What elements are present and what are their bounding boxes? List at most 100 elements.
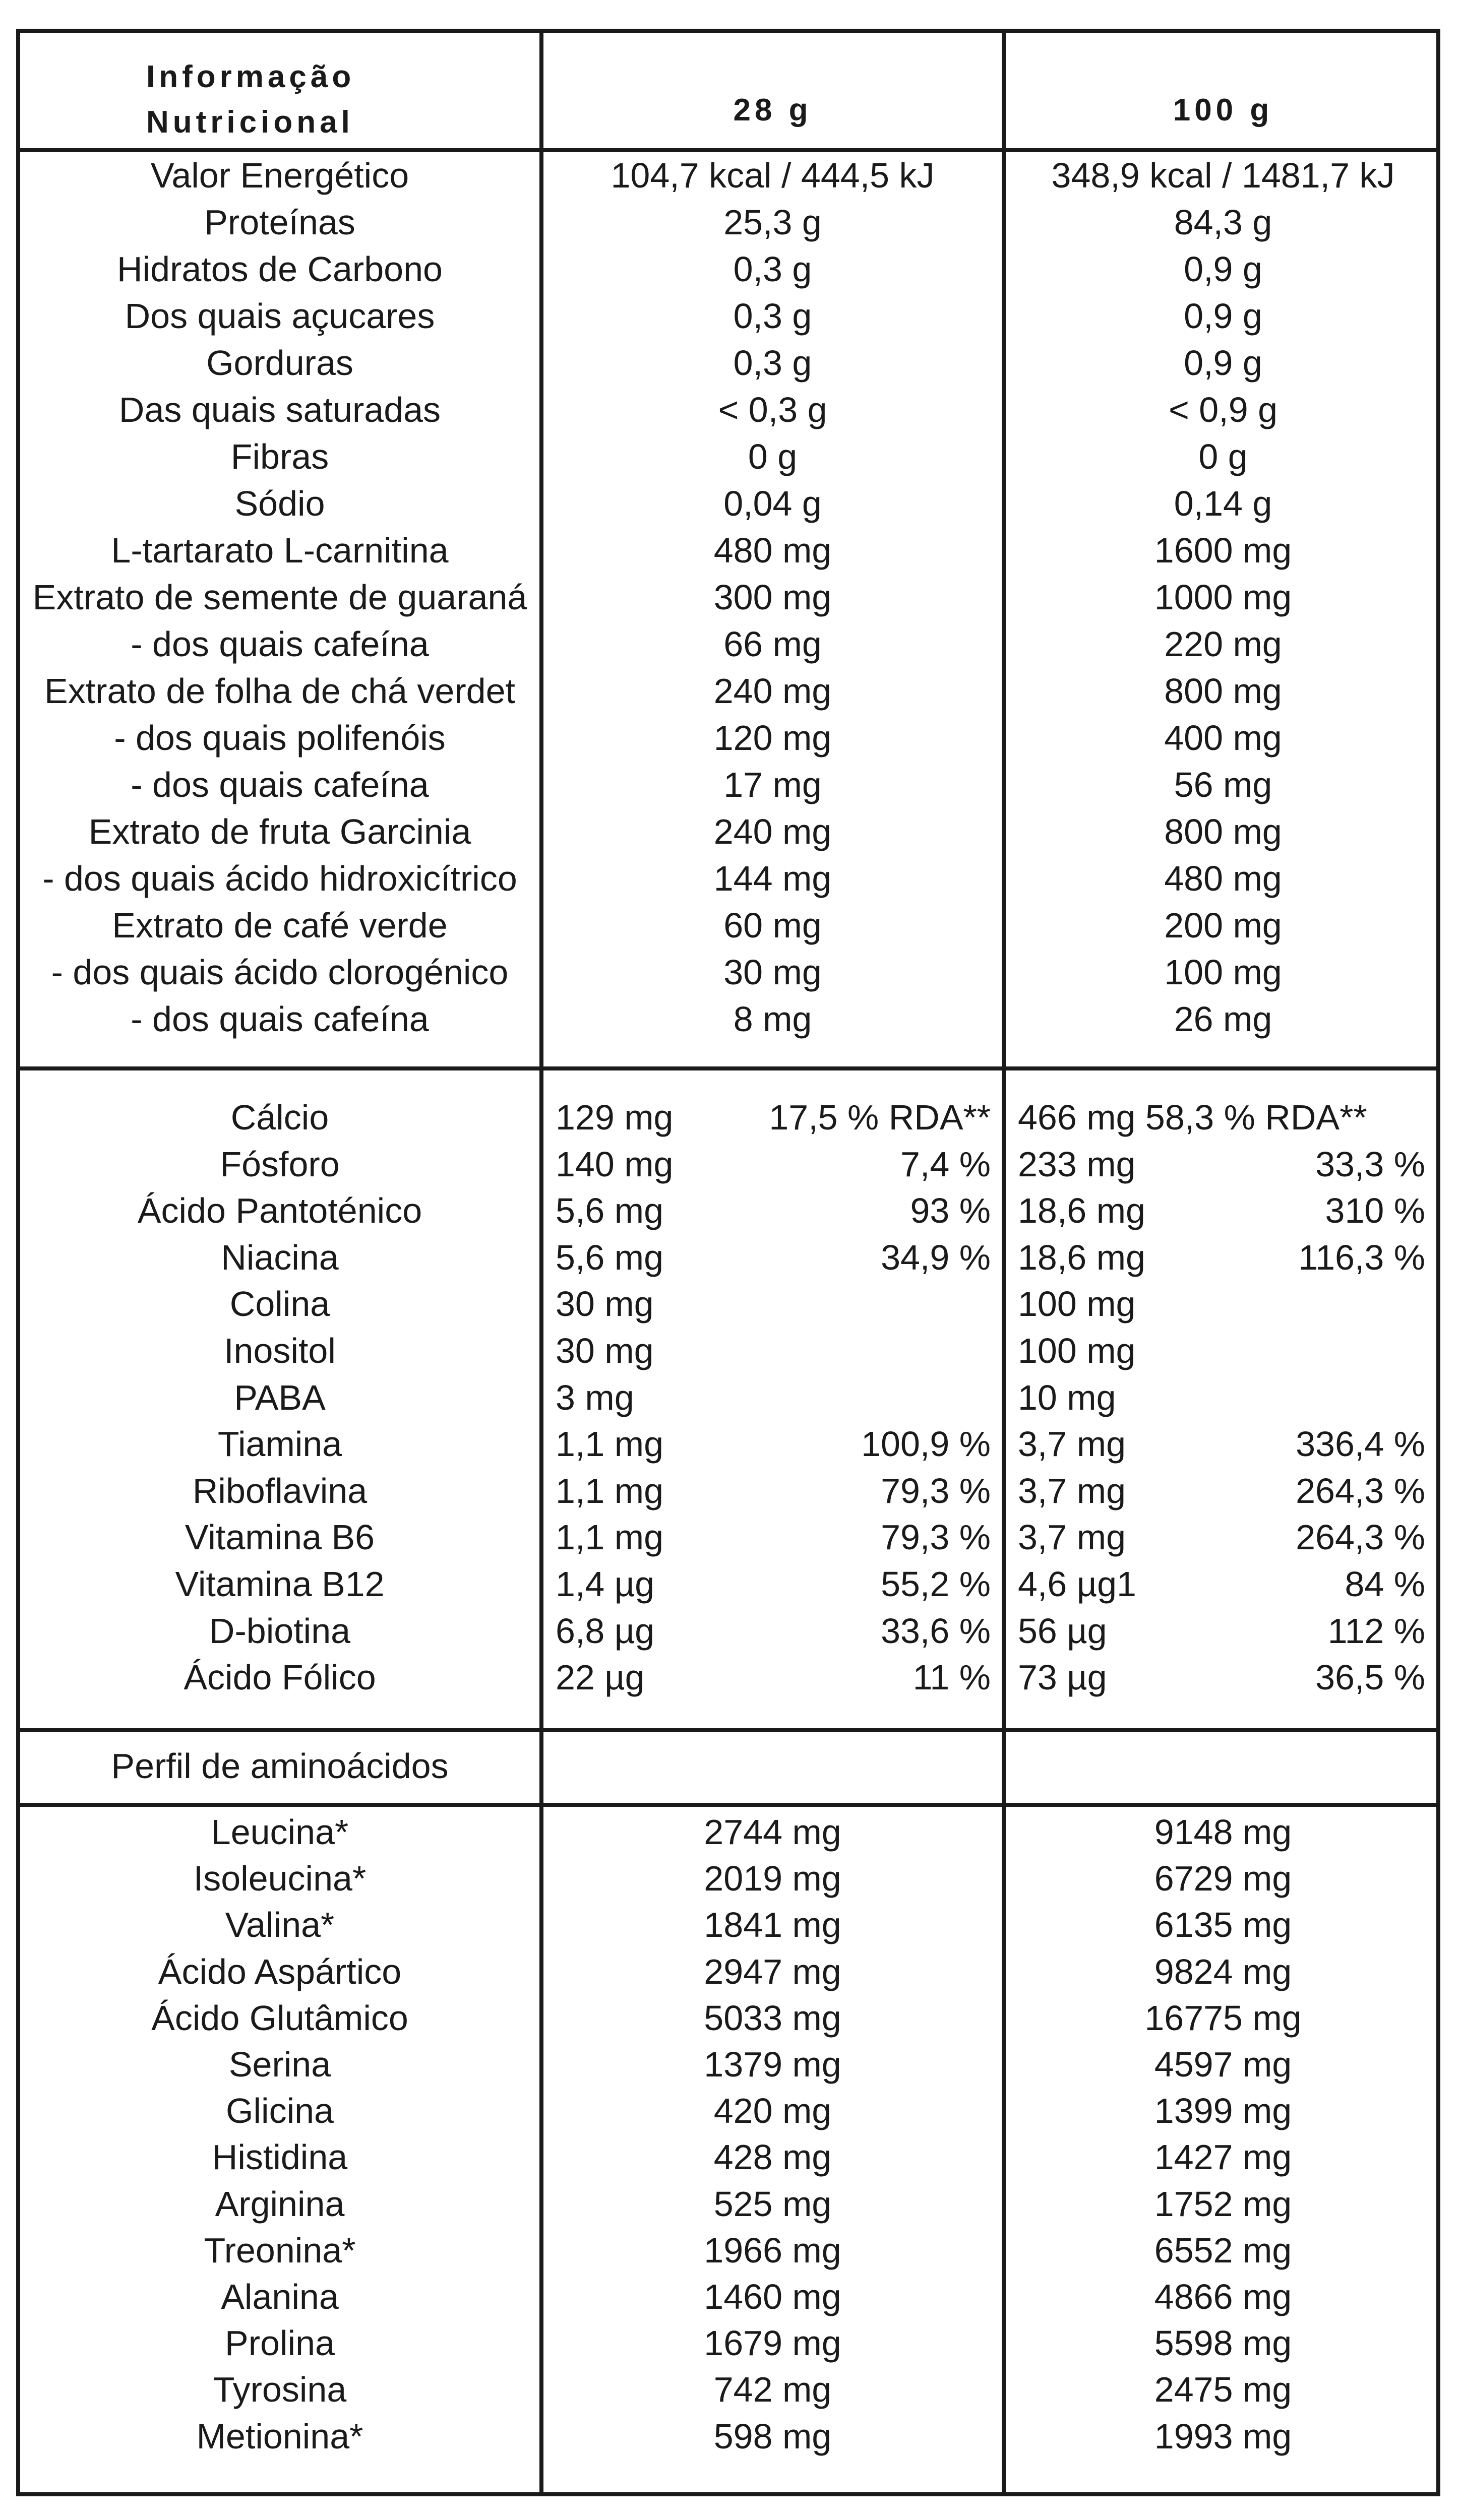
value-28g: 300 mg (713, 578, 832, 617)
nutrient-name: - dos quais cafeína (131, 765, 429, 804)
value-28g: 60 mg (723, 906, 822, 945)
value-100g: 0,9 g (1184, 296, 1262, 336)
nutrient-name: Hidratos de Carbono (117, 249, 443, 289)
value-28g: 1966 mg (704, 2230, 841, 2270)
value-100g: 480 mg (1164, 859, 1282, 898)
rda-28g: 93 % (910, 1191, 991, 1231)
amount-100g: 3,7 mg (1018, 1518, 1126, 1557)
rda-100g: 84 % (1345, 1564, 1425, 1604)
value-100g: 4597 mg (1154, 2045, 1292, 2084)
amino-profile-title: Perfil de aminoácidos (111, 1746, 449, 1786)
value-100g: 1399 mg (1154, 2091, 1292, 2131)
value-28g: 240 mg (713, 671, 832, 711)
value-28g: 0,3 g (733, 249, 812, 289)
value-28g: 30 mg (723, 953, 822, 992)
amino-acid-name: Tyrosina (213, 2370, 347, 2410)
value-28g: 0,3 g (733, 343, 812, 383)
amino-acid-name: Prolina (225, 2323, 335, 2363)
rda-100g: 336,4 % (1296, 1424, 1425, 1464)
value-28g: 1379 mg (704, 2045, 841, 2084)
value-100g: 0 g (1198, 437, 1248, 476)
section-divider (20, 1066, 1436, 1070)
vitamin-name: Ácido Fólico (184, 1658, 376, 1697)
amount-100g: 466 mg 58,3 % RDA** (1018, 1098, 1367, 1137)
amino-acid-name: Leucina* (211, 1812, 349, 1852)
rda-28g: 34,9 % (881, 1237, 991, 1277)
value-100g: 200 mg (1164, 906, 1282, 945)
value-100g: 9148 mg (1154, 1812, 1292, 1852)
nutrient-name: Extrato de folha de chá verdet (44, 671, 515, 711)
value-100g: 6135 mg (1154, 1905, 1292, 1945)
rda-100g: 116,3 % (1298, 1237, 1425, 1277)
vitamin-name: PABA (234, 1377, 326, 1417)
amino-acid-name: Ácido Aspártico (158, 1951, 402, 1991)
amount-28g: 5,6 mg (556, 1237, 663, 1277)
value-100g: 1993 mg (1154, 2416, 1292, 2456)
value-100g: 1600 mg (1154, 531, 1292, 570)
vitamin-name: Vitamina B12 (175, 1564, 385, 1604)
value-100g: 800 mg (1164, 812, 1282, 851)
nutrient-name: - dos quais polifenóis (114, 718, 446, 758)
nutrient-name: - dos quais cafeína (131, 999, 429, 1039)
value-28g: 480 mg (713, 531, 832, 570)
value-28g: 742 mg (713, 2370, 832, 2410)
nutrient-name: Extrato de café verde (112, 906, 448, 945)
amino-acid-name: Metionina* (196, 2416, 363, 2456)
nutrition-table: Informação Nutricional 28 g 100 g Perfil… (16, 29, 1440, 2496)
value-100g: 1000 mg (1154, 578, 1292, 617)
nutrient-name: Extrato de semente de guaraná (32, 578, 527, 617)
amount-100g: 233 mg (1018, 1144, 1136, 1184)
value-100g: 0,9 g (1184, 343, 1262, 383)
amount-28g: 1,1 mg (556, 1471, 663, 1510)
amino-acid-name: Isoleucina* (193, 1859, 367, 1899)
value-100g: 2475 mg (1154, 2370, 1292, 2410)
amino-acid-name: Serina (228, 2045, 331, 2084)
amount-28g: 5,6 mg (556, 1191, 663, 1231)
vitamin-name: Colina (229, 1284, 330, 1324)
value-28g: 8 mg (733, 999, 812, 1039)
value-28g: < 0,3 g (718, 390, 827, 429)
value-100g: 26 mg (1174, 999, 1272, 1039)
value-100g: 5598 mg (1154, 2323, 1292, 2363)
value-100g: < 0,9 g (1168, 390, 1277, 429)
nutrient-name: Dos quais açucares (125, 296, 435, 336)
vitamin-name: Tiamina (217, 1424, 342, 1464)
value-100g: 220 mg (1164, 624, 1282, 664)
value-28g: 2947 mg (704, 1951, 841, 1991)
section-divider (20, 1803, 1436, 1807)
nutrient-name: - dos quais ácido hidroxicítrico (42, 859, 517, 898)
rda-100g: 112 % (1327, 1611, 1425, 1651)
value-100g: 1427 mg (1154, 2137, 1292, 2177)
rda-28g: 79,3 % (881, 1518, 991, 1557)
amount-100g: 100 mg (1018, 1284, 1136, 1324)
amount-100g: 18,6 mg (1018, 1191, 1145, 1231)
value-28g: 428 mg (713, 2137, 832, 2177)
rda-100g: 310 % (1325, 1191, 1425, 1231)
value-100g: 0,14 g (1174, 484, 1272, 523)
rda-28g: 7,4 % (900, 1144, 991, 1184)
vitamin-name: Niacina (221, 1237, 339, 1277)
amount-28g: 6,8 µg (556, 1611, 655, 1651)
value-28g: 0,3 g (733, 296, 812, 336)
amount-28g: 129 mg (556, 1098, 674, 1137)
nutrient-name: L-tartarato L-carnitina (111, 531, 449, 570)
amount-28g: 1,1 mg (556, 1424, 663, 1464)
value-28g: 240 mg (713, 812, 832, 851)
header-title-line2: Nutricional (146, 105, 354, 140)
amount-28g: 140 mg (556, 1144, 674, 1184)
amount-28g: 22 µg (556, 1658, 645, 1697)
value-100g: 6729 mg (1154, 1859, 1292, 1899)
nutrient-name: Extrato de fruta Garcinia (88, 812, 471, 851)
amino-acid-name: Ácido Glutâmico (151, 1998, 408, 2038)
amount-28g: 3 mg (556, 1377, 634, 1417)
value-100g: 84,3 g (1174, 203, 1272, 242)
nutrient-name: Gorduras (206, 343, 353, 383)
rda-100g: 264,3 % (1296, 1471, 1425, 1510)
value-28g: 120 mg (713, 718, 832, 758)
value-28g: 2019 mg (704, 1859, 841, 1899)
value-28g: 2744 mg (704, 1812, 841, 1852)
amino-acid-name: Treonina* (204, 2230, 356, 2270)
amino-acid-name: Arginina (215, 2184, 345, 2224)
vitamin-name: Ácido Pantoténico (137, 1191, 422, 1231)
rda-28g: 11 % (912, 1658, 991, 1697)
